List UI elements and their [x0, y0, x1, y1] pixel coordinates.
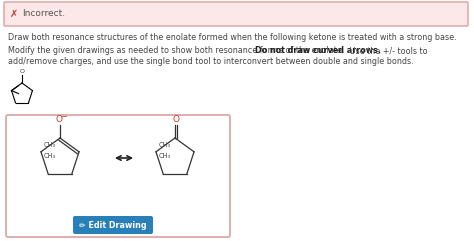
Text: CH₃: CH₃ [44, 153, 56, 159]
Text: ✗: ✗ [10, 9, 18, 19]
Text: Do not draw curved arrows.: Do not draw curved arrows. [255, 46, 381, 55]
Text: −: − [61, 112, 67, 121]
Text: ✏ Edit Drawing: ✏ Edit Drawing [79, 221, 147, 229]
Text: CH₃: CH₃ [159, 153, 171, 159]
Text: CH₃: CH₃ [159, 142, 171, 148]
Text: CH₃: CH₃ [44, 142, 56, 148]
Text: add/remove charges, and use the single bond tool to interconvert between double : add/remove charges, and use the single b… [8, 57, 414, 66]
Text: O: O [19, 69, 25, 74]
Text: Draw both resonance structures of the enolate formed when the following ketone i: Draw both resonance structures of the en… [8, 33, 456, 42]
Text: O: O [55, 115, 63, 124]
FancyBboxPatch shape [73, 216, 153, 234]
FancyBboxPatch shape [4, 2, 468, 26]
FancyBboxPatch shape [6, 115, 230, 237]
Text: O: O [173, 114, 180, 123]
Text: Incorrect.: Incorrect. [22, 9, 65, 19]
Text: Modify the given drawings as needed to show both resonance forms of the enolate.: Modify the given drawings as needed to s… [8, 46, 347, 55]
Text: Use the +/- tools to: Use the +/- tools to [347, 46, 428, 55]
